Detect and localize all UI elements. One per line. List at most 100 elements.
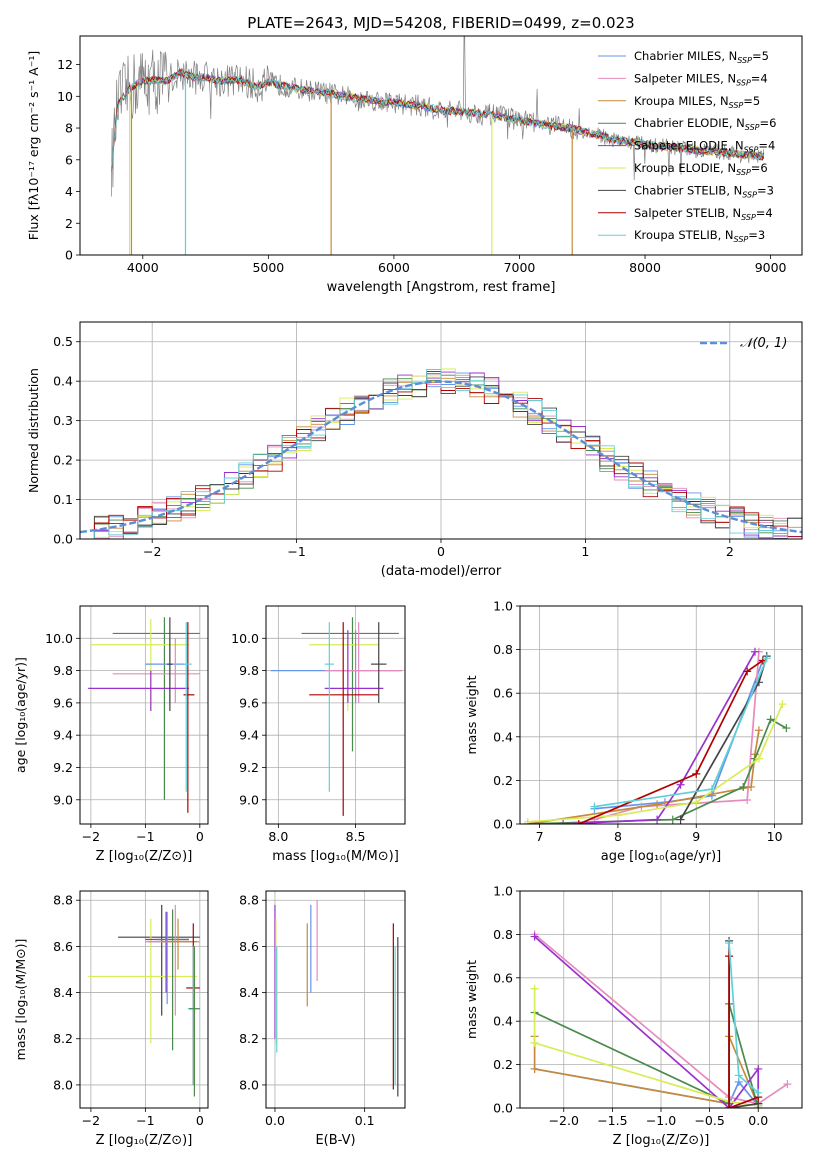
x-tick-label: −1: [136, 829, 154, 844]
x-tick-label: 5000: [252, 260, 284, 275]
y-axis-label: age [log₁₀(age/yr)]: [13, 657, 28, 773]
weight-marker: [754, 1088, 763, 1097]
y-tick-label: 0.6: [493, 686, 513, 701]
plot-area-spectrum: [111, 36, 765, 255]
y-tick-label: 0.0: [493, 1101, 513, 1116]
y-tick-label: 0.8: [493, 927, 513, 942]
weight-marker: [762, 654, 771, 663]
legend-label: Chabrier MILES, NSSP=5: [634, 49, 769, 65]
panel-age_vs_mass: 8.0 8.5 9.0 9.2 9.4 9.6 9.8 10.0 mass [log₁₀(M/M…: [231, 605, 406, 864]
y-tick-label: 8.6: [239, 939, 259, 954]
errorbar-point: [309, 622, 379, 816]
x-axis-label: Z [log₁₀(Z/Z⊙)]: [96, 1133, 193, 1148]
y-tick-label: 8.0: [239, 1077, 259, 1092]
axes-frame: [79, 890, 209, 1109]
legend-label: Salpeter STELIB, NSSP=4: [634, 206, 773, 222]
weight-marker: [739, 782, 748, 791]
weight-marker: [590, 802, 599, 811]
weight-marker: [676, 815, 685, 824]
y-tick-label: 9.4: [53, 728, 73, 743]
residual-histogram: [80, 371, 802, 539]
y-tick-label: 9.6: [53, 695, 73, 710]
errorbar-point: [112, 638, 200, 703]
y-tick-label: 0.8: [493, 642, 513, 657]
y-tick-label: 8.4: [239, 985, 259, 1000]
axes-frame: [519, 605, 803, 825]
x-tick-label: 0.0: [265, 1113, 285, 1128]
y-tick-label: 0.1: [53, 492, 73, 507]
y-tick-label: 0: [65, 248, 73, 263]
panel-age_vs_Z: −2 −1 0 9.0 9.2 9.4 9.6 9.8 10.0 Z [log₁₀(Z/Z⊙)] a…: [13, 605, 209, 864]
y-tick-label: 6: [65, 152, 73, 167]
x-tick-label: 0: [196, 829, 204, 844]
errorbar-point: [156, 909, 189, 1051]
y-tick-label: 9.0: [53, 792, 73, 807]
y-tick-label: 2: [65, 216, 73, 231]
ticks-age_vs_Z: −2 −1 0 9.0 9.2 9.4 9.6 9.8 10.0: [45, 631, 204, 844]
y-tick-label: 9.8: [53, 663, 73, 678]
weight-marker: [743, 667, 752, 676]
y-tick-label: 0.0: [53, 532, 73, 547]
ticks-age_vs_mass: 8.0 8.5 9.0 9.2 9.4 9.6 9.8 10.0: [231, 631, 365, 844]
ticks-weight_vs_Z: −2.0 −1.5 −1.0 −0.5 0.0 0.0 0.2 0.4 0.6 0.8 1.0: [493, 884, 768, 1129]
y-tick-label: 9.2: [239, 760, 259, 775]
weight-marker: [754, 754, 763, 763]
x-tick-label: −2: [143, 544, 161, 559]
errorbar-point: [188, 946, 200, 1097]
weight-marker: [530, 932, 539, 941]
x-tick-label: 2: [726, 544, 734, 559]
y-tick-label: 0.6: [493, 970, 513, 985]
weight-series-line: [578, 659, 764, 824]
legend-label: Salpeter MILES, NSSP=4: [634, 71, 768, 87]
weight-marker: [725, 1104, 734, 1108]
x-tick-label: 8: [614, 829, 622, 844]
x-tick-label: 0: [196, 1113, 204, 1128]
y-tick-label: 10: [57, 89, 73, 104]
grid-age_vs_mass: [266, 606, 405, 824]
weight-marker: [751, 647, 759, 656]
x-tick-label: 4000: [127, 260, 159, 275]
ticks-mass_vs_Z: −2 −1 0 8.0 8.2 8.4 8.6 8.8: [53, 893, 204, 1128]
y-tick-label: 8.4: [53, 985, 73, 1000]
plot-area-mass_vs_ebv: [274, 900, 399, 1097]
legend-label: Kroupa MILES, NSSP=5: [634, 94, 760, 110]
panel-mass_vs_ebv: 0.0 0.1 8.0 8.2 8.4 8.6 8.8 E(B-V): [239, 890, 406, 1148]
weight-marker: [782, 724, 791, 733]
weight-marker: [754, 726, 763, 735]
legend-label: Chabrier ELODIE, NSSP=6: [634, 116, 776, 132]
x-tick-label: −1: [287, 544, 305, 559]
y-tick-label: 0.2: [493, 1057, 513, 1072]
x-tick-label: 8000: [629, 260, 661, 275]
x-tick-label: −0.5: [694, 1113, 724, 1128]
errorbar-point: [161, 918, 198, 970]
x-tick-label: −2.0: [549, 1113, 579, 1128]
y-tick-label: 10.0: [231, 631, 259, 646]
grid-age_vs_Z: [80, 606, 208, 824]
axes-frame: [79, 605, 209, 825]
y-tick-label: 1.0: [493, 884, 513, 899]
x-axis-label: age [log₁₀(age/yr)]: [601, 849, 722, 864]
x-tick-label: −2: [82, 1113, 100, 1128]
x-tick-label: 0.0: [748, 1113, 768, 1128]
errorbar-point: [183, 622, 195, 813]
axes-frame: [79, 35, 803, 256]
y-tick-label: 9.0: [239, 792, 259, 807]
x-tick-label: 8.5: [346, 829, 366, 844]
ticks-mass_vs_ebv: 0.0 0.1 8.0 8.2 8.4 8.6 8.8: [239, 893, 374, 1128]
ticks-weight_vs_age: 7 8 9 10 0.0 0.2 0.4 0.6 0.8 1.0: [493, 599, 782, 845]
weight-marker: [653, 815, 662, 824]
plot-area-mass_vs_Z: [88, 904, 200, 1097]
weight-marker: [530, 984, 539, 993]
grid-weight_vs_Z: [520, 890, 802, 1109]
weight-marker: [692, 769, 701, 778]
ticks-residuals: −2 −1 0 1 2 0.0 0.1 0.2 0.3 0.4 0.5: [53, 334, 734, 559]
y-tick-label: 0.4: [493, 1014, 513, 1029]
axes-frame: [519, 890, 803, 1109]
errorbar-point: [270, 630, 402, 703]
x-tick-label: −1: [136, 1113, 154, 1128]
y-tick-label: 9.4: [239, 728, 259, 743]
weight-marker: [613, 811, 622, 820]
weight-series-line: [533, 988, 759, 1107]
axes-frame: [265, 605, 406, 825]
